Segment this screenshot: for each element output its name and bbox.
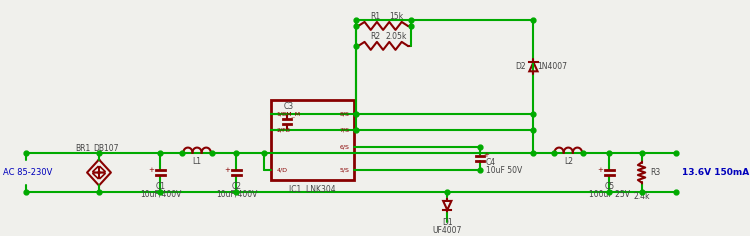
Text: 5/S: 5/S xyxy=(339,167,350,172)
Text: 7/S: 7/S xyxy=(339,127,350,132)
Text: +: + xyxy=(224,167,230,173)
Text: +: + xyxy=(148,167,154,173)
Text: 10uF/400V: 10uF/400V xyxy=(140,190,181,199)
Text: 4/D: 4/D xyxy=(277,167,288,172)
Text: 15k: 15k xyxy=(389,13,403,21)
Text: 13.6V 150mA: 13.6V 150mA xyxy=(682,168,749,177)
Text: 10uF 50V: 10uF 50V xyxy=(486,165,522,175)
Text: +: + xyxy=(597,167,603,173)
Text: C3: C3 xyxy=(284,102,294,111)
Text: 100uF 25V: 100uF 25V xyxy=(589,190,630,199)
Text: AC 85-230V: AC 85-230V xyxy=(3,168,52,177)
Text: C2: C2 xyxy=(232,182,242,191)
Text: 1N4007: 1N4007 xyxy=(537,62,567,71)
Text: R3: R3 xyxy=(650,168,660,177)
Text: 10uF/400V: 10uF/400V xyxy=(216,190,257,199)
Text: 2/FB: 2/FB xyxy=(277,127,291,132)
Text: L1: L1 xyxy=(193,157,202,166)
Text: 6/S: 6/S xyxy=(339,144,350,149)
Text: 8/S: 8/S xyxy=(339,111,350,116)
Text: R1: R1 xyxy=(370,13,381,21)
Text: DB107: DB107 xyxy=(94,144,119,153)
Text: UF4007: UF4007 xyxy=(433,226,462,235)
Text: 2.05k: 2.05k xyxy=(386,32,406,41)
Text: D2: D2 xyxy=(515,62,526,71)
Text: BR1: BR1 xyxy=(75,144,90,153)
Text: +: + xyxy=(483,152,489,158)
Text: R2: R2 xyxy=(370,32,381,41)
Text: C4: C4 xyxy=(486,158,496,167)
Text: C1: C1 xyxy=(155,182,166,191)
Text: 1/BM_M: 1/BM_M xyxy=(277,111,301,117)
Text: L2: L2 xyxy=(564,157,573,166)
Text: IC1  LNK304: IC1 LNK304 xyxy=(290,185,336,194)
Text: 2.4k: 2.4k xyxy=(633,192,650,201)
Text: C5: C5 xyxy=(604,182,614,191)
Text: D1: D1 xyxy=(442,218,452,227)
Bar xyxy=(272,100,354,180)
